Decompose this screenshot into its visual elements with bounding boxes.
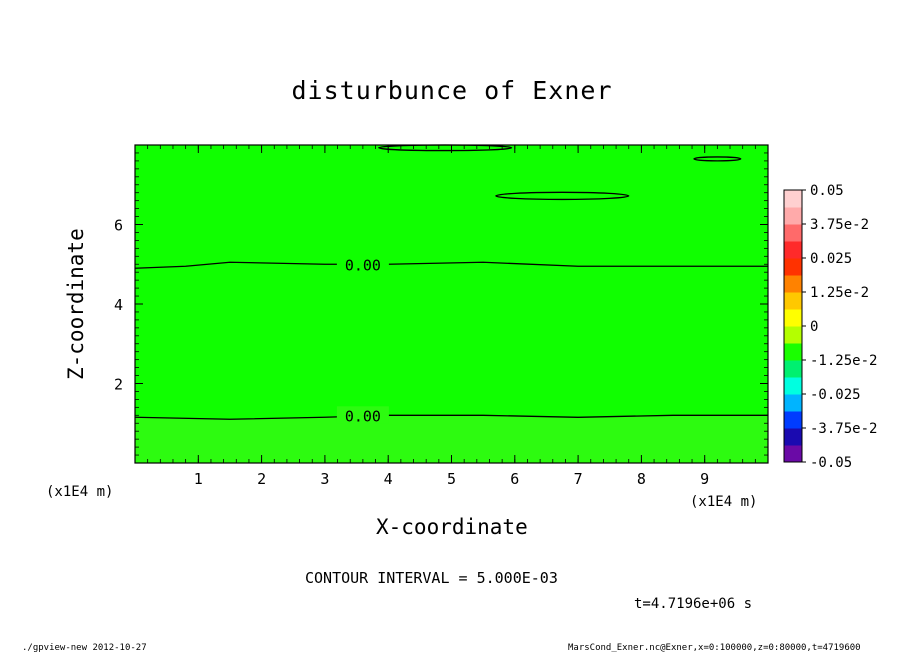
footer-program-date: ./gpview-new 2012-10-27 xyxy=(22,643,147,653)
colorbar-swatch-4 xyxy=(784,377,802,395)
colorbar-swatch-15 xyxy=(784,190,802,208)
colorbar-swatch-1 xyxy=(784,428,802,446)
footer-data-source: MarsCond_Exner.nc@Exner,x=0:100000,z=0:8… xyxy=(568,643,861,653)
colorbar-swatch-3 xyxy=(784,394,802,412)
x-tick-label-9: 9 xyxy=(700,470,709,488)
x-tick-label-5: 5 xyxy=(447,470,456,488)
x-tick-label-1: 1 xyxy=(194,470,203,488)
contour-label-2: 0.00 xyxy=(345,407,381,425)
contour-label-bg-2 xyxy=(336,406,389,424)
contour-label-1: 0.00 xyxy=(345,256,381,274)
y-tick-label-4: 4 xyxy=(114,296,123,314)
colorbar-tick-label-6: -0.025 xyxy=(810,387,861,403)
colorbar-swatch-0 xyxy=(784,445,802,463)
colorbar-swatch-9 xyxy=(784,292,802,310)
closed-contour-1 xyxy=(495,191,630,201)
x-tick-label-6: 6 xyxy=(510,470,519,488)
colorbar-tick-label-2: 0.025 xyxy=(810,251,852,267)
x-unit-label-left: (x1E4 m) xyxy=(46,484,114,500)
colorbar-tick-label-7: -3.75e-2 xyxy=(810,421,877,437)
colorbar-swatch-2 xyxy=(784,411,802,429)
y-axis-label: Z-coordinate xyxy=(64,228,88,380)
y-tick-label-2: 2 xyxy=(114,376,123,394)
colorbar-tick-label-3: 1.25e-2 xyxy=(810,285,869,301)
colorbar-swatch-12 xyxy=(784,241,802,259)
colorbar-swatch-14 xyxy=(784,207,802,225)
colorbar-swatch-13 xyxy=(784,224,802,242)
contour-interval-label: CONTOUR INTERVAL = 5.000E-03 xyxy=(305,569,558,587)
colorbar-tick-label-4: 0 xyxy=(810,319,818,335)
colorbar-swatch-8 xyxy=(784,309,802,327)
x-tick-label-3: 3 xyxy=(320,470,329,488)
colorbar-tick-label-0: 0.05 xyxy=(810,183,844,199)
time-label: t=4.7196e+06 s xyxy=(634,596,753,612)
colorbar-swatch-11 xyxy=(784,258,802,276)
colorbar-tick-label-5: -1.25e-2 xyxy=(810,353,877,369)
field-fill-lower xyxy=(135,415,768,463)
colorbar-swatch-10 xyxy=(784,275,802,293)
y-tick-label-6: 6 xyxy=(114,217,123,235)
x-tick-label-7: 7 xyxy=(574,470,583,488)
field-fill-upper xyxy=(135,145,768,463)
chart-title: disturbunce of Exner xyxy=(291,76,613,105)
colorbar-tick-label-8: -0.05 xyxy=(810,455,852,471)
colorbar-tick-label-1: 3.75e-2 xyxy=(810,217,869,233)
colorbar-swatch-7 xyxy=(784,326,802,344)
x-unit-label-right: (x1E4 m) xyxy=(690,494,758,510)
contour-label-bg-1 xyxy=(336,255,389,273)
x-tick-label-4: 4 xyxy=(384,470,393,488)
x-tick-label-2: 2 xyxy=(257,470,266,488)
closed-contour-2 xyxy=(693,156,742,162)
x-tick-label-8: 8 xyxy=(637,470,646,488)
colorbar-swatch-6 xyxy=(784,343,802,361)
colorbar-swatch-5 xyxy=(784,360,802,378)
x-axis-label: X-coordinate xyxy=(376,515,528,539)
contour-line-2 xyxy=(134,414,768,420)
